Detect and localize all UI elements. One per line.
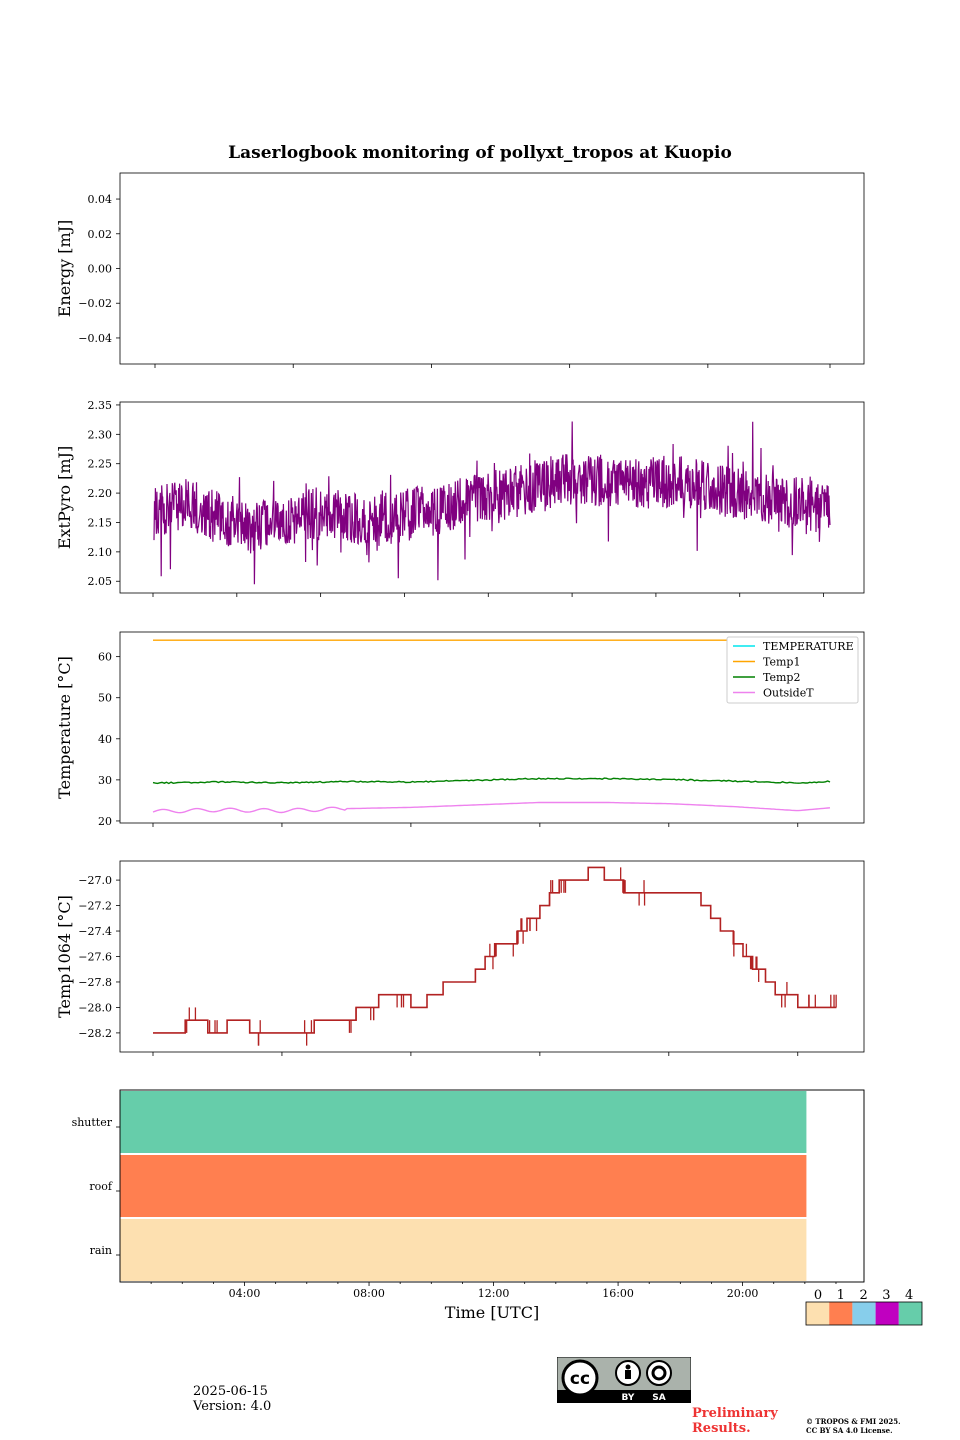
- colorbar-swatch: [898, 1302, 922, 1325]
- cc-by-label: BY: [622, 1393, 635, 1403]
- legend-label: OutsideT: [763, 687, 814, 700]
- status-row-label: shutter: [72, 1116, 113, 1129]
- legend-label: Temp2: [763, 671, 800, 684]
- svg-text:cc: cc: [570, 1369, 590, 1389]
- colorbar-frame: [805, 1301, 923, 1326]
- colorbar-label: 0: [814, 1288, 822, 1303]
- extpyro-ytick-label: 2.15: [88, 516, 113, 529]
- legend-label: TEMPERATURE: [763, 640, 854, 653]
- status-xtick-label: 04:00: [229, 1287, 261, 1300]
- temperature-ytick-label: 30: [98, 774, 112, 787]
- energy-ytick-label: 0.02: [88, 228, 113, 241]
- energy-ytick-label: 0.00: [88, 263, 113, 276]
- legend-label: Temp1: [763, 656, 800, 669]
- footer-info: 2025-06-15 Version: 4.0: [193, 1384, 271, 1414]
- footer-version: Version: 4.0: [193, 1399, 272, 1414]
- status-row-shutter: [120, 1091, 807, 1153]
- temp1064-ytick-label: −27.6: [78, 951, 112, 964]
- temperature-ytick-label: 40: [98, 733, 112, 746]
- temperature-axes: 60 50 40 30 20 Temperature [°C] TEMPERATURE Tem…: [55, 631, 865, 828]
- status-xtick-label: 20:00: [727, 1287, 759, 1300]
- colorbar-swatch: [829, 1302, 853, 1325]
- extpyro-ytick-label: 2.25: [88, 458, 113, 471]
- footer-date: 2025-06-15: [193, 1384, 268, 1399]
- energy-frame: [119, 172, 865, 365]
- cc-by-sa-icon: cc BY SA: [557, 1357, 691, 1403]
- status-row-label: roof: [89, 1180, 113, 1193]
- legend-box: [726, 636, 859, 704]
- figure-title: Laserlogbook monitoring of pollyxt_tropo…: [228, 143, 732, 163]
- temp1064-ytick-label: −27.2: [78, 900, 112, 913]
- series-temp2: [152, 777, 831, 785]
- temperature-ytick-label: 60: [98, 651, 112, 664]
- extpyro-ytick-label: 2.30: [88, 428, 113, 441]
- status-row-rain: [120, 1219, 807, 1281]
- energy-ytick-label: 0.04: [88, 193, 113, 206]
- temp1064-ytick-label: −27.0: [78, 874, 112, 887]
- temp1064-series-line: [153, 866, 837, 1034]
- status-xtick-label: 16:00: [602, 1287, 634, 1300]
- status-frame: [119, 1089, 865, 1283]
- colorbar-swatch: [852, 1302, 876, 1325]
- status-xtick-label: 08:00: [353, 1287, 385, 1300]
- status-xtick-label: 12:00: [478, 1287, 510, 1300]
- colorbar-label: 4: [905, 1288, 913, 1303]
- preliminary-line2: Results.: [692, 1421, 751, 1436]
- extpyro-ytick-label: 2.35: [88, 399, 113, 412]
- preliminary-note: Preliminary Results.: [692, 1406, 778, 1436]
- colorbar-label: 3: [882, 1288, 890, 1303]
- energy-ylabel: Energy [mJ]: [55, 220, 74, 318]
- status-axes: shutter roof rain 04:00 08:00 12:00 16:00 20:00…: [72, 1089, 865, 1322]
- extpyro-ytick-label: 2.20: [88, 487, 113, 500]
- temp1064-ylabel: Temp1064 [°C]: [55, 895, 74, 1018]
- energy-ytick-label: −0.04: [78, 332, 112, 345]
- extpyro-ytick-label: 2.10: [88, 546, 113, 559]
- cc-sa-label: SA: [652, 1393, 665, 1403]
- temp1064-ytick-label: −28.0: [78, 1001, 112, 1014]
- extpyro-frame: [119, 401, 865, 594]
- colorbar-swatch: [806, 1302, 830, 1325]
- temperature-ytick-label: 50: [98, 692, 112, 705]
- temperature-ytick-label: 20: [98, 815, 112, 828]
- temp1064-ytick-label: −28.2: [78, 1027, 112, 1040]
- colorbar-label: 1: [837, 1288, 845, 1303]
- colorbar-swatch: [875, 1302, 899, 1325]
- energy-ytick-label: −0.02: [78, 297, 112, 310]
- series-outsidet: [152, 801, 831, 814]
- preliminary-line1: Preliminary: [692, 1406, 778, 1421]
- status-row-roof: [120, 1155, 807, 1217]
- temperature-legend: TEMPERATURE Temp1 Temp2 OutsideT: [726, 636, 859, 704]
- temp1064-ytick-label: −27.4: [78, 925, 112, 938]
- x-axis-label: Time [UTC]: [445, 1303, 539, 1322]
- status-row-label: rain: [90, 1244, 112, 1257]
- temperature-frame: [119, 631, 865, 824]
- colorbar-label: 2: [859, 1288, 867, 1303]
- energy-axes: 0.04 0.02 0.00 −0.02 −0.04 Energy [mJ]: [55, 172, 865, 368]
- copyright-line2: CC BY SA 4.0 License.: [806, 1426, 893, 1435]
- temperature-ylabel: Temperature [°C]: [55, 656, 74, 799]
- extpyro-ylabel: ExtPyro [mJ]: [55, 446, 74, 549]
- copyright-note: © TROPOS & FMI 2025. CC BY SA 4.0 Licens…: [806, 1417, 901, 1435]
- extpyro-axes: 2.35 2.30 2.25 2.20 2.15 2.10 2.05 ExtPyro [mJ]: [55, 399, 865, 597]
- extpyro-ytick-label: 2.05: [88, 575, 113, 588]
- temp1064-axes: −27.0 −27.2 −27.4 −27.6 −27.8 −28.0 −28.2 Temp1…: [55, 860, 865, 1056]
- temp1064-ytick-label: −27.8: [78, 976, 112, 989]
- extpyro-series-line: [153, 421, 831, 585]
- copyright-line1: © TROPOS & FMI 2025.: [806, 1417, 901, 1426]
